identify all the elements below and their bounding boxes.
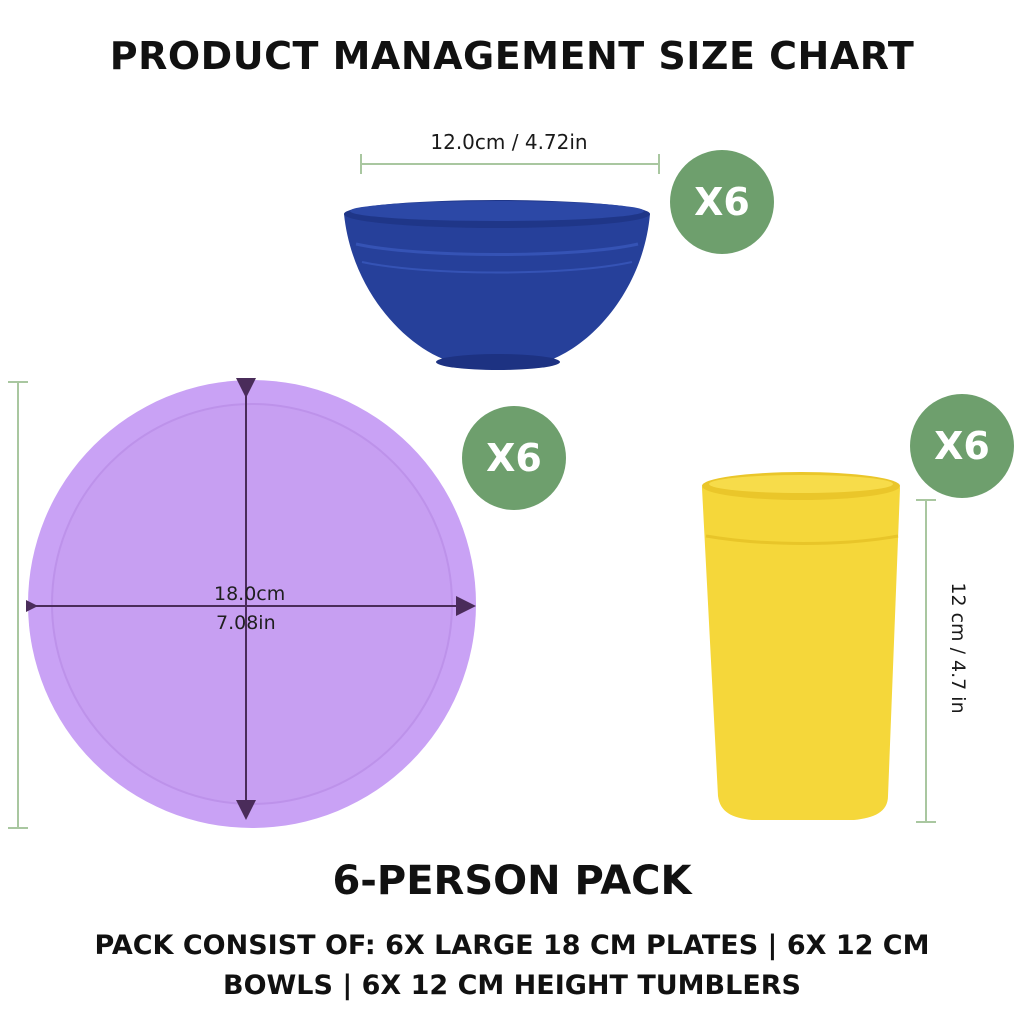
tumbler-quantity-badge: X6	[910, 394, 1014, 498]
bowl-width-label: 12.0cm / 4.72in	[430, 130, 588, 154]
plate-diameter-in-label: 7.08in	[216, 612, 276, 634]
bowl-width-rule	[360, 154, 660, 174]
bowl-icon	[344, 200, 650, 370]
plate-diameter-cm-label: 18.0cm	[214, 583, 286, 605]
page-title: PRODUCT MANAGEMENT SIZE CHART	[109, 34, 915, 78]
tumbler-icon	[702, 472, 900, 820]
pack-title: 6-PERSON PACK	[332, 858, 692, 904]
tumbler-height-rule	[916, 499, 936, 823]
pack-description: PACK CONSIST OF: 6X LARGE 18 CM PLATES |…	[94, 930, 930, 1001]
plate-quantity-badge: X6	[462, 406, 566, 510]
bowl-quantity-badge: X6	[670, 150, 774, 254]
tumbler-height-label: 12 cm / 4.7 in	[947, 582, 969, 714]
plate-height-rule	[8, 381, 28, 829]
plate-icon	[26, 378, 476, 828]
